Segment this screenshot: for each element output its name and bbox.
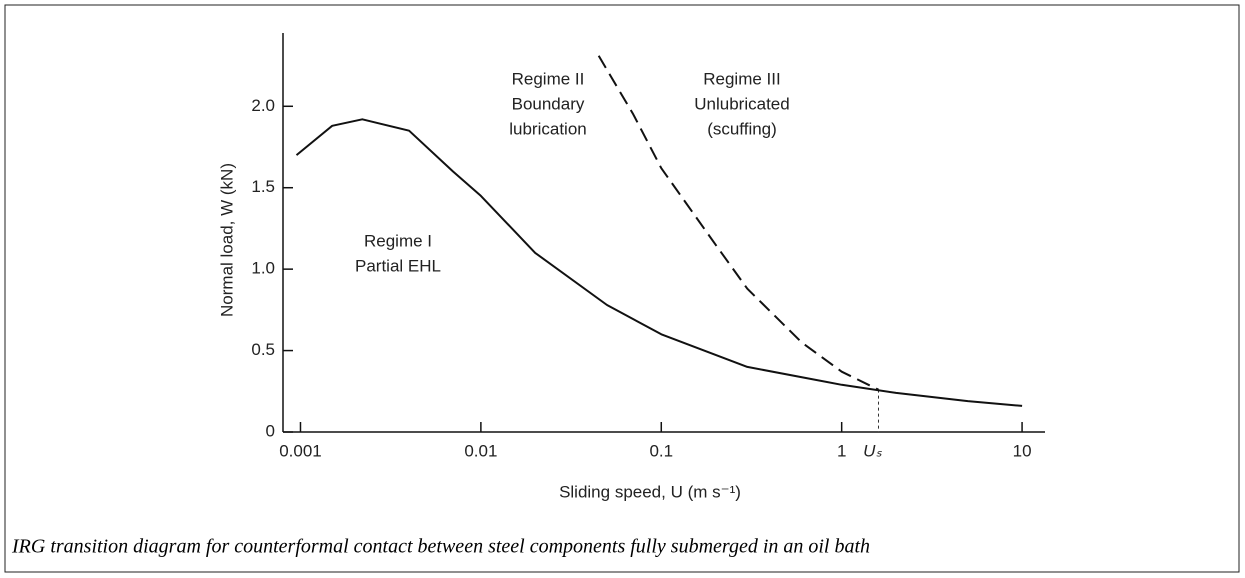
y-tick-label: 1.0 (251, 259, 275, 278)
y-tick-label: 2.0 (251, 96, 275, 115)
regime-label: Regime I (364, 231, 432, 250)
y-tick-label: 1.5 (251, 177, 275, 196)
y-tick-label: 0 (266, 421, 275, 440)
x-axis-label: Sliding speed, U (m s⁻¹) (559, 482, 741, 501)
regime-label: Boundary (512, 94, 585, 113)
regime-label: Unlubricated (694, 94, 789, 113)
y-tick-label: 0.5 (251, 340, 275, 359)
x-tick-label: 1 (837, 441, 846, 460)
regime-label: Regime II (512, 69, 585, 88)
y-axis-label: Normal load, W (kN) (217, 163, 236, 317)
curve (295, 118, 1023, 407)
x-tick-label: Uₛ (863, 441, 882, 460)
x-tick-label: 0.01 (464, 441, 497, 460)
x-tick-label: 0.001 (279, 441, 322, 460)
x-tick-label: 0.1 (649, 441, 673, 460)
frame (4, 4, 1240, 573)
caption: IRG transition diagram for counterformal… (11, 536, 870, 558)
x-tick-label: 10 (1013, 441, 1032, 460)
regime-label: lubrication (509, 119, 587, 138)
regime-label: Regime III (703, 69, 780, 88)
regime-label: Partial EHL (355, 256, 441, 275)
regime-label: (scuffing) (707, 119, 777, 138)
